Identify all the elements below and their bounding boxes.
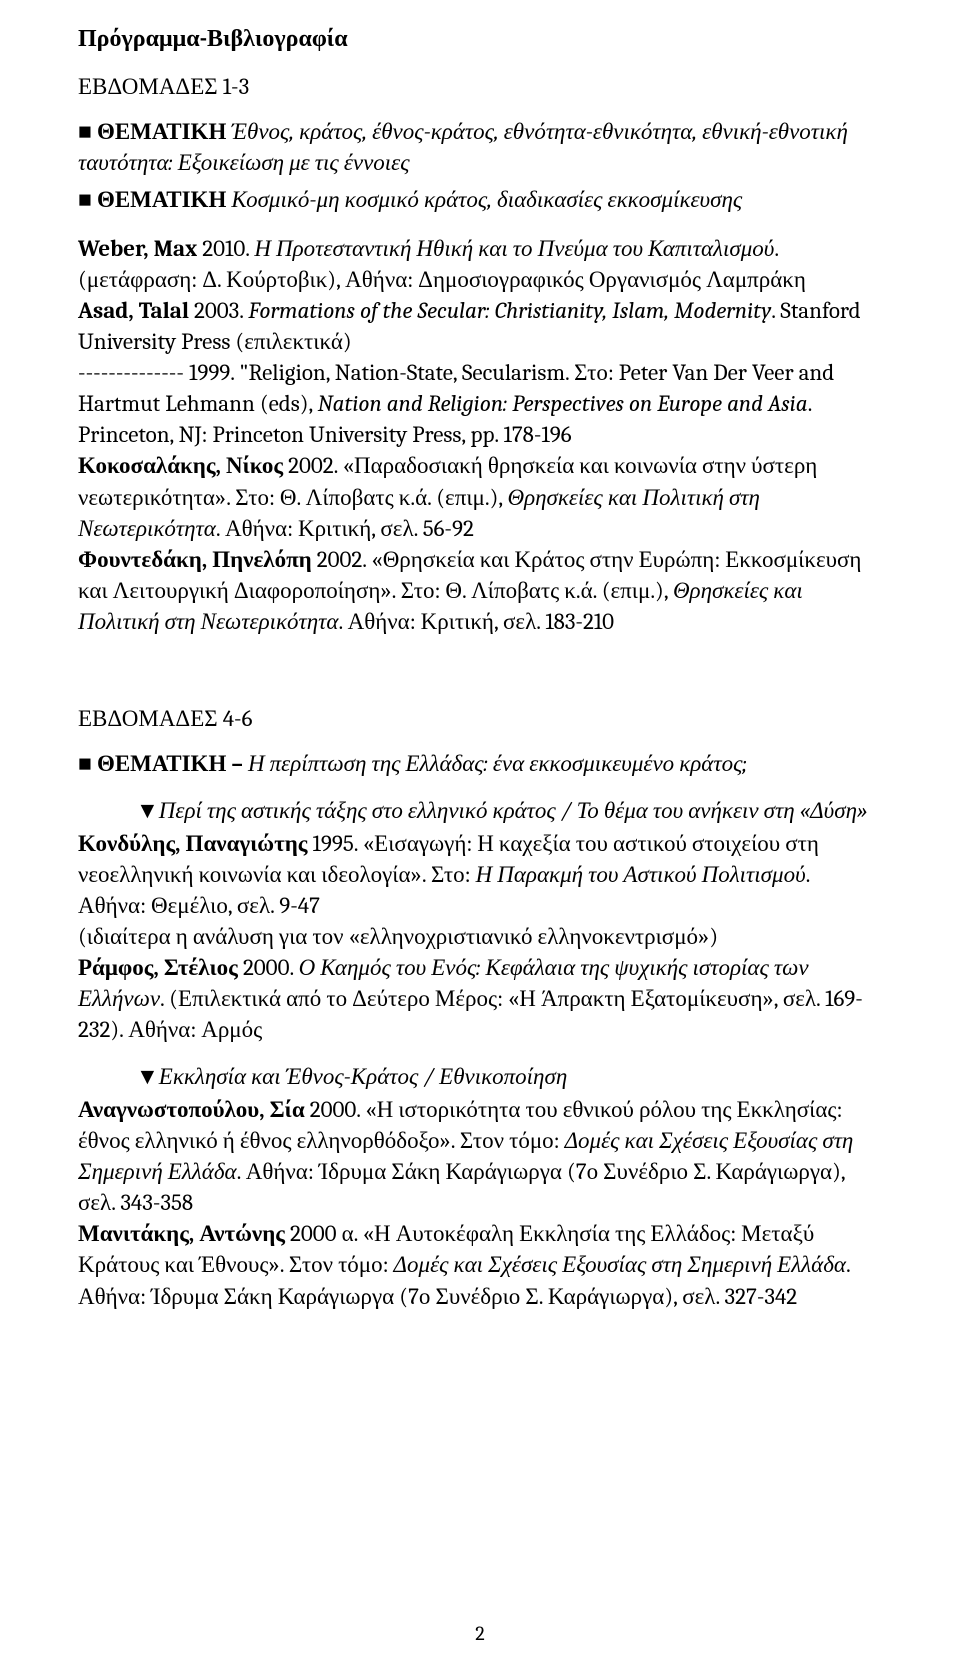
work-title: Δομές και Σχέσεις Εξουσίας στη Σημερινή …	[394, 1251, 846, 1278]
work-title: Nation and Religion: Perspectives on Eur…	[318, 390, 808, 417]
bibliography-entry-manitakis: Μανιτάκης, Αντώνης 2000 α. «Η Αυτοκέφαλη…	[78, 1218, 882, 1311]
theme-label: ΘΕΜΑΤΙΚΗ –	[97, 750, 248, 777]
year: 2000 α.	[290, 1220, 363, 1247]
bullet-icon: ■	[78, 186, 97, 213]
bibliography-entry-dash: -------------- 1999. "Religion, Nation-S…	[78, 357, 882, 450]
year: 2002.	[317, 546, 372, 573]
section-1-label: ΕΒΔΟΜΑΔΕΣ 1-3	[78, 73, 882, 100]
author: Φουντεδάκη, Πηνελόπη	[78, 546, 317, 573]
bibliography-entry-weber: Weber, Max 2010. Η Προτεσταντική Ηθική κ…	[78, 233, 882, 295]
year: 2002.	[288, 452, 343, 479]
bibliography-entry-ramfos: Ράμφος, Στέλιος 2000. Ο Καημός του Ενός:…	[78, 952, 882, 1045]
author: Κονδύλης, Παναγιώτης	[78, 830, 313, 857]
page-title: Πρόγραμμα-Βιβλιογραφία	[78, 24, 882, 53]
bibliography-entry-kokosalakis: Κοκοσαλάκης, Νίκος 2002. «Παραδοσιακή θρ…	[78, 450, 882, 543]
subheading-1: ▼Περί της αστικής τάξης στο ελληνικό κρά…	[136, 795, 882, 826]
year: 2010.	[202, 235, 254, 262]
bullet-icon: ■	[78, 118, 97, 145]
bibliography-entry-fountedaki: Φουντεδάκη, Πηνελόπη 2002. «Θρησκεία και…	[78, 544, 882, 637]
article-quote: "Religion, Nation-State, Secularism.	[239, 359, 569, 386]
theme-desc: Κοσμικό-μη κοσμικό κράτος, διαδικασίες ε…	[231, 186, 742, 213]
work-title: Η Προτεσταντική Ηθική και το Πνεύμα του …	[254, 235, 774, 262]
author: Μανιτάκης, Αντώνης	[78, 1220, 290, 1247]
bullet-icon: ■	[78, 750, 97, 777]
dash-year: -------------- 1999.	[78, 359, 239, 386]
author: Asad, Talal	[78, 297, 194, 324]
year: 2003.	[194, 297, 248, 324]
subhead-text: Εκκλησία και Έθνος-Κράτος / Εθνικοποίηση	[159, 1063, 567, 1090]
theme-desc: Η περίπτωση της Ελλάδας: ένα εκκοσμικευμ…	[248, 750, 747, 777]
author: Κοκοσαλάκης, Νίκος	[78, 452, 288, 479]
page-number: 2	[0, 1622, 960, 1645]
triangle-down-icon: ▼	[136, 1063, 159, 1090]
author: Αναγνωστοπούλου, Σία	[78, 1096, 310, 1123]
year: 2000.	[243, 954, 299, 981]
subheading-2: ▼Εκκλησία και Έθνος-Κράτος / Εθνικοποίησ…	[136, 1061, 882, 1092]
theme-label: ΘΕΜΑΤΙΚΗ	[97, 186, 231, 213]
section-2-label: ΕΒΔΟΜΑΔΕΣ 4-6	[78, 705, 882, 732]
rest: . (Επιλεκτικά από το Δεύτερο Μέρος: «Η Ά…	[78, 985, 863, 1043]
work-title: Formations of the Secular: Christianity,…	[248, 297, 771, 324]
theme-3: ■ ΘΕΜΑΤΙΚΗ – Η περίπτωση της Ελλάδας: έν…	[78, 748, 882, 779]
rest: . Αθήνα: Κριτική, σελ. 183-210	[339, 608, 615, 635]
kondylis-note: (ιδιαίτερα η ανάλυση για τον «ελληνοχρισ…	[78, 921, 882, 952]
rest: . Αθήνα: Κριτική, σελ. 56-92	[216, 515, 474, 542]
work-title: Η Παρακμή του Αστικού Πολιτισμού	[476, 861, 806, 888]
theme-2: ■ ΘΕΜΑΤΙΚΗ Κοσμικό-μη κοσμικό κράτος, δι…	[78, 184, 882, 215]
bibliography-entry-asad: Asad, Talal 2003. Formations of the Secu…	[78, 295, 882, 357]
bibliography-entry-anagnostopoulou: Αναγνωστοπούλου, Σία 2000. «Η ιστορικότη…	[78, 1094, 882, 1218]
author: Ράμφος, Στέλιος	[78, 954, 243, 981]
author: Weber, Max	[78, 235, 202, 262]
triangle-down-icon: ▼	[136, 797, 159, 824]
page-container: Πρόγραμμα-Βιβλιογραφία ΕΒΔΟΜΑΔΕΣ 1-3 ■ Θ…	[0, 0, 960, 1661]
theme-label: ΘΕΜΑΤΙΚΗ	[97, 118, 231, 145]
subhead-text: Περί της αστικής τάξης στο ελληνικό κράτ…	[159, 797, 868, 824]
year: 1995.	[313, 830, 363, 857]
theme-1: ■ ΘΕΜΑΤΙΚΗ Έθνος, κράτος, έθνος-κράτος, …	[78, 116, 882, 178]
bibliography-entry-kondylis: Κονδύλης, Παναγιώτης 1995. «Εισαγωγή: Η …	[78, 828, 882, 921]
year: 2000.	[310, 1096, 366, 1123]
